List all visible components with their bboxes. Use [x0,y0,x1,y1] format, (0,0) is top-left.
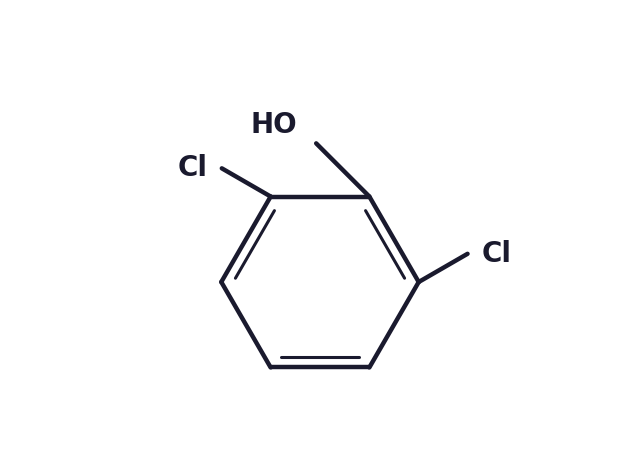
Text: HO: HO [251,110,298,139]
Text: Cl: Cl [482,240,511,268]
Text: Cl: Cl [178,154,208,182]
